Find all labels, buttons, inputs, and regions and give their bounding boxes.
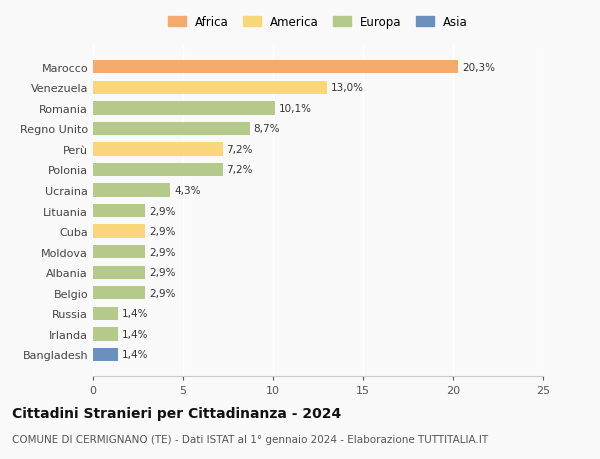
Bar (93, 266, 145, 280)
Text: 20,3%: 20,3% (462, 62, 495, 73)
Bar (93, 246, 145, 259)
Text: 10,1%: 10,1% (278, 104, 311, 113)
Text: 8,7%: 8,7% (253, 124, 280, 134)
Bar (93, 225, 145, 238)
Bar (93, 81, 327, 95)
Bar (93, 204, 145, 218)
Bar (93, 184, 170, 197)
Bar (93, 348, 118, 361)
Text: 4,3%: 4,3% (174, 185, 200, 196)
Bar (93, 102, 275, 115)
Text: 2,9%: 2,9% (149, 247, 175, 257)
Text: 13,0%: 13,0% (331, 83, 364, 93)
Text: 7,2%: 7,2% (226, 165, 253, 175)
Text: Cittadini Stranieri per Cittadinanza - 2024: Cittadini Stranieri per Cittadinanza - 2… (12, 406, 341, 420)
Text: 1,4%: 1,4% (122, 350, 148, 360)
Legend: Africa, America, Europa, Asia: Africa, America, Europa, Asia (166, 14, 470, 32)
Text: COMUNE DI CERMIGNANO (TE) - Dati ISTAT al 1° gennaio 2024 - Elaborazione TUTTITA: COMUNE DI CERMIGNANO (TE) - Dati ISTAT a… (12, 434, 488, 444)
Bar (93, 143, 223, 156)
Bar (93, 123, 250, 136)
Bar (93, 307, 118, 320)
Bar (93, 328, 118, 341)
Text: 2,9%: 2,9% (149, 206, 175, 216)
Text: 1,4%: 1,4% (122, 329, 148, 339)
Bar (93, 61, 458, 74)
Bar (93, 286, 145, 300)
Bar (93, 163, 223, 177)
Text: 1,4%: 1,4% (122, 309, 148, 319)
Text: 2,9%: 2,9% (149, 227, 175, 237)
Text: 2,9%: 2,9% (149, 268, 175, 278)
Text: 2,9%: 2,9% (149, 288, 175, 298)
Text: 7,2%: 7,2% (226, 145, 253, 155)
